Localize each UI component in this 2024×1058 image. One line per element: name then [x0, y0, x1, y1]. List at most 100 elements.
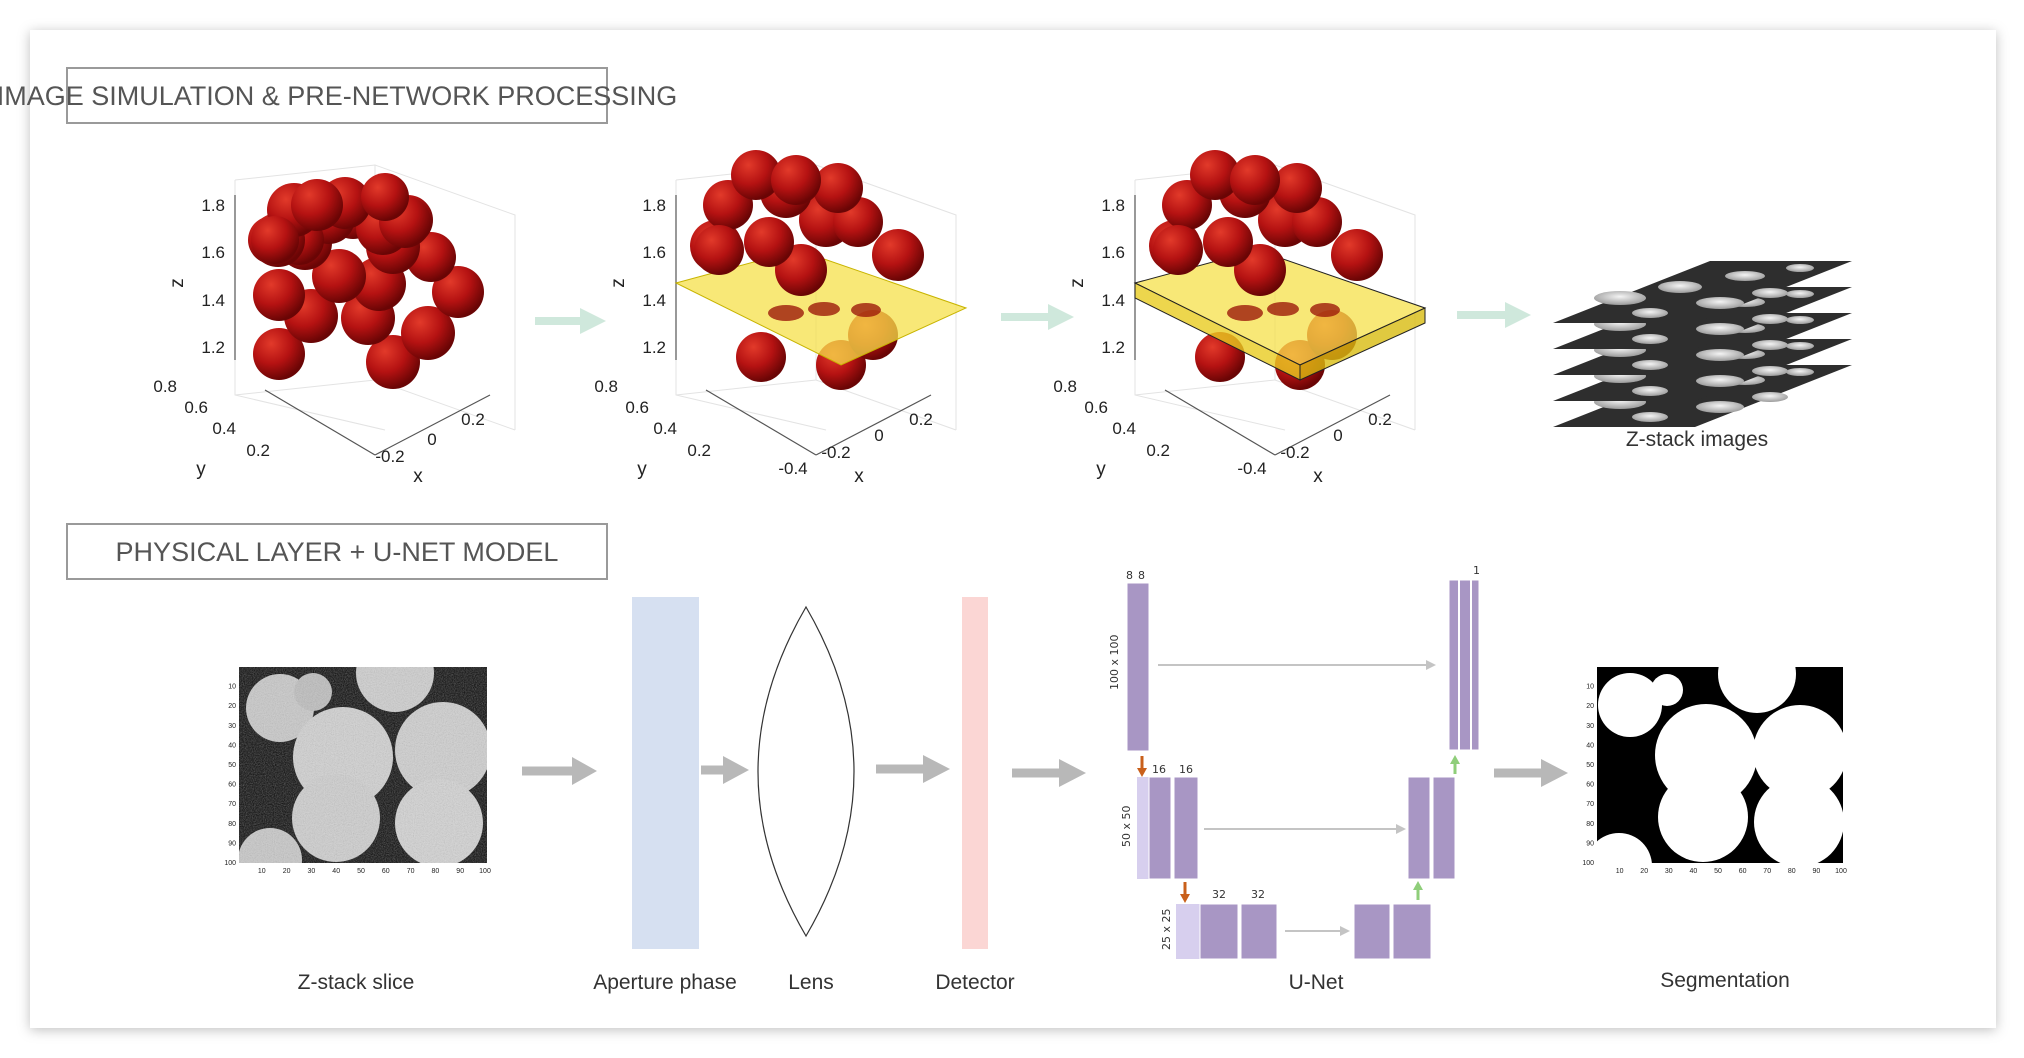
- image-y-tick: 50: [1586, 762, 1594, 769]
- z-stack-hole: [1752, 366, 1788, 376]
- unet-block-l2a: [1148, 776, 1172, 880]
- image-x-tick: 100: [479, 868, 491, 875]
- z-tick-label: 1.6: [642, 243, 666, 262]
- sphere-cross-section: [851, 303, 881, 317]
- image-y-tick: 100: [224, 860, 236, 867]
- image-x-tick: 90: [456, 868, 464, 875]
- z-stack-images-graphic: [1553, 261, 1852, 427]
- sphere: [1272, 163, 1322, 213]
- unet-diagram: 8 8 100 x 100 1 16 16 50 x 50: [1108, 564, 1480, 960]
- image-x-tick: 40: [1690, 868, 1698, 875]
- image-y-tick: 30: [1586, 723, 1594, 730]
- detector-plate: [962, 597, 988, 949]
- image-y-tick: 50: [228, 762, 236, 769]
- sphere-cross-section: [768, 305, 804, 321]
- sphere-cross-section: [1227, 305, 1263, 321]
- sphere: [291, 179, 343, 231]
- image-x-tick: 20: [283, 868, 291, 875]
- z-tick-label: 1.8: [642, 196, 666, 215]
- image-y-tick: 30: [228, 723, 236, 730]
- image-y-tick: 80: [228, 821, 236, 828]
- y-tick-label: 0.4: [1112, 419, 1136, 438]
- gray-arrow-3: [876, 755, 950, 783]
- z-stack-hole: [1696, 349, 1744, 361]
- bottom-section-title: PHYSICAL LAYER + U-NET MODEL: [66, 523, 608, 580]
- sphere: [1203, 217, 1253, 267]
- image-x-tick: 30: [1665, 868, 1673, 875]
- unet-block-l3a: [1199, 903, 1239, 960]
- y-axis-label: y: [637, 459, 647, 480]
- segmentation-image: 10 20 30 40 50 60 70 80 90 100 10 20 30 40 50 60 70 80 90 1…: [1582, 667, 1847, 875]
- z-stack-hole: [1752, 392, 1788, 402]
- segmentation-label: Segmentation: [1660, 969, 1790, 992]
- unet-block-r3b: [1392, 903, 1432, 960]
- z-stack-hole: [1725, 271, 1765, 281]
- 3d-plot-spheres: 1.2 1.4 1.6 1.8 z 0.2 0.40.6 0.8 y -0.2 0 0.2 x: [153, 164, 516, 487]
- z-stack-hole: [1632, 308, 1668, 318]
- sphere: [1331, 229, 1383, 281]
- y-tick-label: 0.6: [1084, 398, 1108, 417]
- z-tick-label: 1.4: [642, 291, 666, 310]
- unet-channel-label: 32: [1212, 888, 1226, 901]
- image-x-tick: 60: [1739, 868, 1747, 875]
- image-x-tick: 50: [1714, 868, 1722, 875]
- image-y-tick: 20: [1586, 703, 1594, 710]
- z-stack-hole: [1786, 342, 1814, 350]
- unet-block-l3b: [1240, 903, 1278, 960]
- image-x-tick: 60: [382, 868, 390, 875]
- x-tick-label: -0.2: [375, 447, 404, 466]
- image-y-tick: 10: [228, 684, 236, 691]
- slab-side: [1299, 307, 1426, 381]
- z-stack-images-label: Z-stack images: [1626, 428, 1768, 451]
- image-x-tick: 10: [258, 868, 266, 875]
- gray-arrow-5: [1494, 759, 1568, 787]
- unet-size-label: 25 x 25: [1160, 909, 1173, 951]
- image-y-tick: 80: [1586, 821, 1594, 828]
- z-axis-label: z: [1067, 278, 1088, 288]
- z-tick-label: 1.8: [201, 196, 225, 215]
- unet-channel-label: 1: [1473, 564, 1480, 577]
- lens-label: Lens: [788, 971, 834, 994]
- sphere: [694, 225, 744, 275]
- sphere: [253, 328, 305, 380]
- image-x-tick: 20: [1640, 868, 1648, 875]
- sphere-cross-section: [1310, 303, 1340, 317]
- x-tick-label: 0.2: [461, 410, 485, 429]
- image-x-tick: 90: [1813, 868, 1821, 875]
- sphere: [1153, 225, 1203, 275]
- unet-block-r2a: [1407, 776, 1431, 880]
- z-stack-hole: [1786, 264, 1814, 272]
- image-y-tick: 10: [1586, 684, 1594, 691]
- z-stack-hole: [1696, 323, 1744, 335]
- sphere: [1190, 150, 1240, 200]
- unet-block-l2-pool: [1137, 777, 1149, 879]
- sphere: [736, 332, 786, 382]
- bottom-section-title-text: PHYSICAL LAYER + U-NET MODEL: [116, 537, 559, 567]
- y-tick-label: 0.8: [594, 377, 618, 396]
- image-x-tick: 30: [308, 868, 316, 875]
- x-tick-label: 0.2: [909, 410, 933, 429]
- z-stack-hole: [1632, 334, 1668, 344]
- unet-block-r3a: [1353, 903, 1391, 960]
- image-y-tick: 90: [1586, 840, 1594, 847]
- image-y-tick: 100: [1582, 860, 1594, 867]
- unet-block-r1: [1448, 579, 1480, 751]
- y-tick-label: 0.4: [212, 419, 236, 438]
- z-stack-hole: [1786, 368, 1814, 376]
- sphere: [813, 163, 863, 213]
- x-tick-label: -0.2: [1280, 443, 1309, 462]
- z-tick-label: 1.2: [642, 338, 666, 357]
- top-section-title: IMAGE SIMULATION & PRE-NETWORK PROCESSIN…: [0, 67, 677, 124]
- sphere: [312, 249, 366, 303]
- z-stack-hole: [1696, 375, 1744, 387]
- 3d-plot-spheres-with-slab: 1.2 1.4 1.6 1.8 z 0.2 0.40.6 0.8 y -0.4 -0.2 0 0.2 x: [1053, 150, 1427, 487]
- image-y-tick: 70: [228, 801, 236, 808]
- image-y-tick: 60: [228, 782, 236, 789]
- image-x-tick: 40: [332, 868, 340, 875]
- sphere: [731, 150, 781, 200]
- image-x-tick: 50: [357, 868, 365, 875]
- x-axis-label: x: [854, 466, 864, 487]
- x-tick-label: -0.2: [821, 443, 850, 462]
- image-x-tick: 10: [1616, 868, 1624, 875]
- image-y-tick: 40: [1586, 742, 1594, 749]
